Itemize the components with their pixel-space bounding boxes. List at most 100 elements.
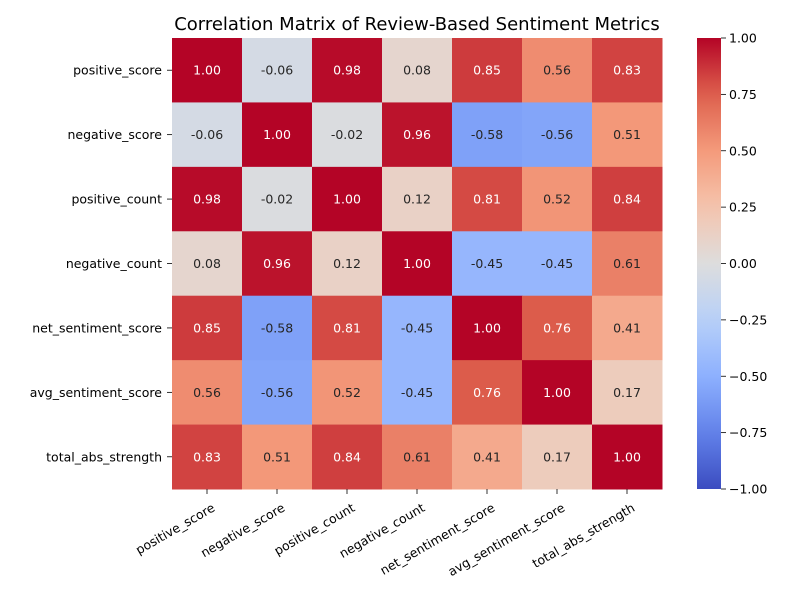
cell-value-label: 0.85 (193, 320, 221, 335)
heatmap-cell (242, 424, 313, 490)
cell-value-label: 0.12 (403, 192, 431, 207)
cell-value-label: 0.98 (193, 192, 221, 207)
cell-value-label: -0.45 (541, 256, 573, 271)
cell-value-label: 0.84 (613, 192, 641, 207)
cell-value-label: 0.83 (613, 63, 641, 78)
cell-value-label: 0.56 (193, 385, 221, 400)
heatmap-cell (382, 360, 453, 426)
cell-value-label: 0.81 (333, 320, 361, 335)
heatmap-cell (592, 424, 663, 490)
heatmap-cell (522, 38, 593, 103)
heatmap-cell (242, 166, 313, 232)
heatmap-cell (172, 166, 243, 232)
cell-value-label: -0.45 (471, 256, 503, 271)
heatmap-cell (452, 102, 523, 168)
heatmap-cell (452, 424, 523, 490)
heatmap-cell (592, 295, 663, 361)
cell-value-label: 0.56 (543, 63, 571, 78)
cell-value-label: -0.56 (261, 385, 293, 400)
cell-value-label: 1.00 (193, 63, 221, 78)
heatmap-cell (242, 102, 313, 168)
cell-value-label: 1.00 (403, 256, 431, 271)
heatmap-cell (242, 231, 313, 297)
cell-value-label: 0.41 (613, 320, 641, 335)
cell-value-label: -0.02 (331, 127, 363, 142)
cell-value-label: -0.56 (541, 127, 573, 142)
heatmap-cell (312, 166, 383, 232)
cell-value-label: 0.83 (193, 449, 221, 464)
heatmap-cell (592, 231, 663, 297)
cell-value-label: -0.58 (261, 320, 293, 335)
cell-value-label: 0.51 (263, 449, 291, 464)
cell-value-label: 0.76 (473, 385, 501, 400)
heatmap-cell (172, 360, 243, 426)
cell-value-label: 0.41 (473, 449, 501, 464)
heatmap-cell (592, 360, 663, 426)
heatmap-cell (242, 360, 313, 426)
cell-value-label: 0.84 (333, 449, 361, 464)
cell-value-label: 0.81 (473, 192, 501, 207)
column-tick-labels: positive_scorenegative_scorepositive_cou… (133, 489, 637, 579)
cell-value-label: 0.98 (333, 63, 361, 78)
cell-value-label: 1.00 (333, 192, 361, 207)
row-tick-label: net_sentiment_score (32, 320, 162, 335)
cell-value-label: 0.61 (403, 449, 431, 464)
colorbar-tick-label: 0.50 (729, 143, 757, 158)
heatmap-cell (592, 166, 663, 232)
row-tick-label: negative_score (67, 127, 162, 142)
heatmap-cell (312, 360, 383, 426)
cell-value-label: 0.52 (333, 385, 361, 400)
cell-value-label: 1.00 (543, 385, 571, 400)
column-tick-label: net_sentiment_score (377, 500, 497, 578)
cell-value-label: 0.52 (543, 192, 571, 207)
row-tick-labels: positive_score negative_score positive_cou… (30, 63, 172, 464)
cell-value-label: 0.96 (403, 127, 431, 142)
heatmap-cell (382, 38, 453, 103)
cell-value-label: 0.08 (193, 256, 221, 271)
heatmap-cell (382, 102, 453, 168)
colorbar-tick-label: −0.75 (729, 425, 767, 440)
row-tick-label: negative_count (66, 256, 162, 271)
colorbar-tick-label: 0.75 (729, 87, 757, 102)
colorbar-tick-label: 1.00 (729, 31, 757, 46)
heatmap-cell (172, 38, 243, 103)
cell-value-label: 0.12 (333, 256, 361, 271)
heatmap-cell (382, 295, 453, 361)
cell-value-label: -0.02 (261, 192, 293, 207)
cell-value-label: 0.76 (543, 320, 571, 335)
colorbar-tick-label: 0.00 (729, 256, 757, 271)
heatmap-cell (242, 295, 313, 361)
row-tick-label: total_abs_strength (46, 449, 162, 464)
chart-title: Correlation Matrix of Review-Based Senti… (174, 14, 660, 35)
cell-value-label: 0.85 (473, 63, 501, 78)
heatmap-cell (382, 166, 453, 232)
colorbar-tick-label: −0.50 (729, 369, 767, 384)
heatmap-cell (312, 424, 383, 490)
heatmap-cells: 1.00 -0.06 0.98 0.08 0.85 0.56 0.83 -0.06 1.00 -0… (172, 38, 663, 490)
cell-value-label: 1.00 (263, 127, 291, 142)
colorbar-tick-label: −0.25 (729, 312, 767, 327)
heatmap-cell (522, 424, 593, 490)
cell-value-label: 0.08 (403, 63, 431, 78)
heatmap-cell (592, 102, 663, 168)
heatmap-cell (522, 295, 593, 361)
cell-value-label: -0.45 (401, 320, 433, 335)
heatmap-cell (592, 38, 663, 103)
row-tick-label: positive_score (73, 63, 162, 78)
heatmap-cell (452, 166, 523, 232)
column-tick-label: avg_sentiment_score (445, 500, 567, 579)
cell-value-label: 0.17 (543, 449, 571, 464)
heatmap-cell (452, 360, 523, 426)
cell-value-label: 0.17 (613, 385, 641, 400)
cell-value-label: 0.51 (613, 127, 641, 142)
heatmap-cell (382, 424, 453, 490)
heatmap-cell (172, 102, 243, 168)
heatmap-cell (452, 38, 523, 103)
row-tick-label: positive_count (71, 192, 162, 207)
heatmap-cell (382, 231, 453, 297)
heatmap-cell (522, 102, 593, 168)
heatmap-cell (522, 166, 593, 232)
heatmap-cell (172, 295, 243, 361)
